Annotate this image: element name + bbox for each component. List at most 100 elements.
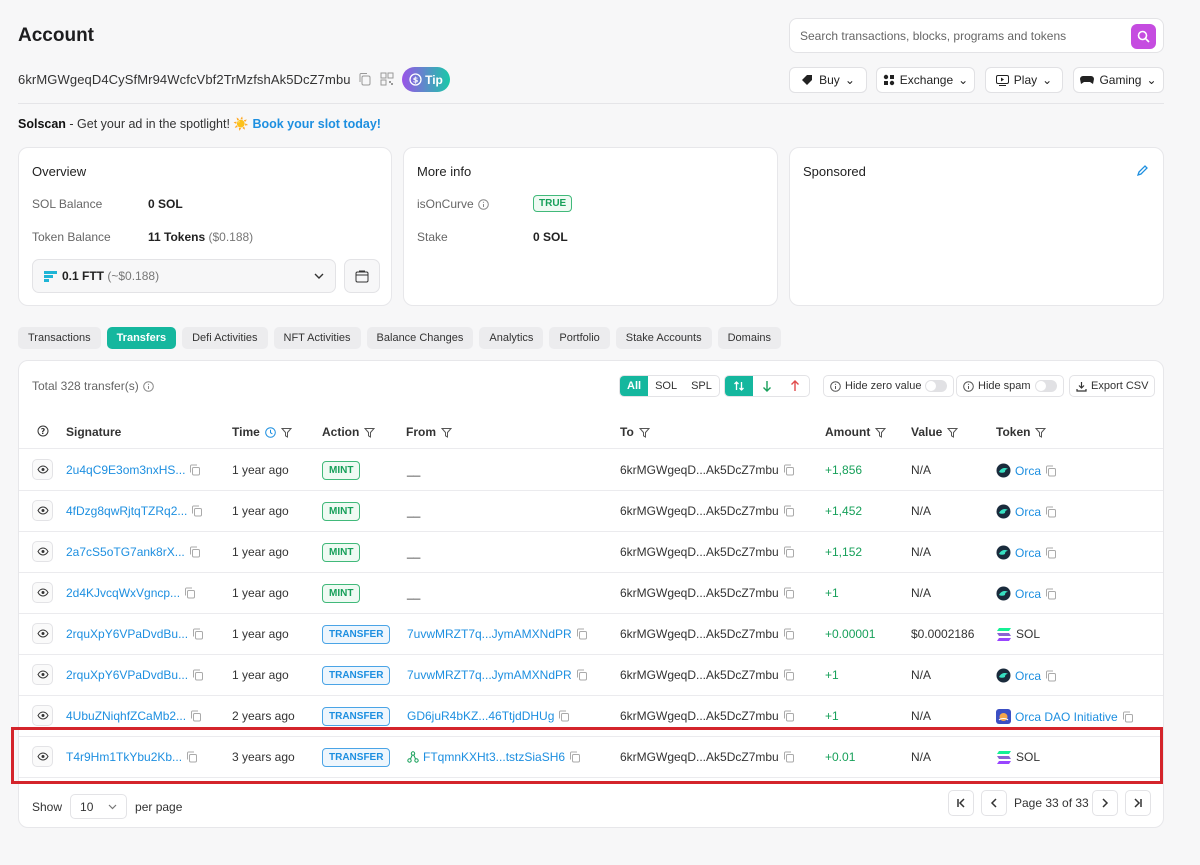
copy-icon[interactable] — [191, 505, 203, 517]
view-details-button[interactable] — [32, 746, 53, 767]
column-help[interactable]: ? — [37, 425, 49, 437]
filter-icon[interactable] — [364, 427, 376, 438]
exchange-button[interactable]: Exchange ⌄ — [876, 67, 975, 93]
tab-stake-accounts[interactable]: Stake Accounts — [615, 327, 712, 349]
copy-icon[interactable] — [569, 751, 581, 763]
view-details-button[interactable] — [32, 582, 53, 603]
view-details-button[interactable] — [32, 459, 53, 480]
tip-button[interactable]: $ Tip — [402, 67, 450, 92]
signature-link[interactable]: T4r9Hm1TkYbu2Kb... — [66, 750, 183, 764]
column-action[interactable]: Action — [322, 425, 376, 439]
copy-icon[interactable] — [576, 628, 588, 640]
copy-icon[interactable] — [189, 464, 201, 476]
next-page-button[interactable] — [1092, 790, 1118, 816]
filter-icon[interactable] — [280, 427, 292, 438]
last-page-button[interactable] — [1125, 790, 1151, 816]
token-link[interactable]: Orca — [1015, 504, 1042, 519]
column-value[interactable]: Value — [911, 425, 959, 439]
copy-icon[interactable] — [558, 710, 570, 722]
first-page-button[interactable] — [948, 790, 974, 816]
hide-zero-toggle[interactable]: Hide zero value — [823, 375, 955, 397]
token-link[interactable]: Orca — [1015, 463, 1042, 478]
filter-icon[interactable] — [1035, 427, 1047, 438]
signature-link[interactable]: 4UbuZNiqhfZCaMb2... — [66, 709, 187, 723]
copy-icon[interactable] — [192, 628, 204, 640]
tab-analytics[interactable]: Analytics — [479, 327, 544, 349]
copy-icon[interactable] — [783, 751, 795, 763]
token-link[interactable]: Orca — [1015, 668, 1042, 683]
tab-balance-changes[interactable]: Balance Changes — [366, 327, 474, 349]
copy-icon[interactable] — [192, 669, 204, 681]
copy-icon[interactable] — [783, 546, 795, 558]
signature-link[interactable]: 4fDzg8qwRjtqTZRq2... — [66, 504, 188, 518]
token-select[interactable]: 0.1 FTT (~$0.188) — [32, 259, 336, 293]
token-link[interactable]: Orca DAO Initiative — [1015, 709, 1118, 724]
copy-icon[interactable] — [783, 710, 795, 722]
info-icon[interactable] — [142, 380, 154, 392]
edit-pencil-icon[interactable] — [1136, 164, 1149, 177]
copy-icon[interactable] — [576, 669, 588, 681]
view-details-button[interactable] — [32, 500, 53, 521]
search-input[interactable]: Search transactions, blocks, programs an… — [800, 29, 1067, 43]
filter-icon[interactable] — [441, 427, 452, 438]
filter-sol[interactable]: SOL — [655, 380, 678, 392]
copy-icon[interactable] — [186, 751, 198, 763]
from-address-link[interactable]: GD6juR4bKZ...46TtjdDHUg — [407, 709, 555, 723]
view-details-button[interactable] — [32, 623, 53, 644]
per-page-select[interactable]: 10 — [70, 794, 128, 819]
tab-nft-activities[interactable]: NFT Activities — [273, 327, 361, 349]
copy-icon[interactable] — [1045, 506, 1057, 518]
column-amount[interactable]: Amount — [825, 425, 887, 439]
copy-icon[interactable] — [189, 546, 201, 558]
column-from[interactable]: From — [406, 425, 452, 439]
token-link[interactable]: Orca — [1015, 586, 1042, 601]
view-details-button[interactable] — [32, 664, 53, 685]
copy-icon[interactable] — [1045, 588, 1057, 600]
copy-icon[interactable] — [1045, 465, 1057, 477]
filter-icon[interactable] — [875, 427, 887, 438]
tab-defi-activities[interactable]: Defi Activities — [182, 327, 268, 349]
view-details-button[interactable] — [32, 705, 53, 726]
copy-icon[interactable] — [783, 628, 795, 640]
copy-icon[interactable] — [1122, 711, 1134, 723]
from-address-link[interactable]: 7uvwMRZT7q...JymAMXNdPR — [407, 668, 572, 682]
hide-spam-toggle[interactable]: Hide spam — [956, 375, 1064, 397]
signature-link[interactable]: 2rquXpY6VPaDvdBu... — [66, 627, 189, 641]
toggle-switch[interactable] — [1034, 380, 1057, 392]
buy-button[interactable]: Buy ⌄ — [789, 67, 867, 93]
from-address-link[interactable]: 7uvwMRZT7q...JymAMXNdPR — [407, 627, 572, 641]
token-link[interactable]: Orca — [1015, 545, 1042, 560]
signature-link[interactable]: 2rquXpY6VPaDvdBu... — [66, 668, 189, 682]
previous-page-button[interactable] — [981, 790, 1007, 816]
copy-icon[interactable] — [1045, 670, 1057, 682]
filter-outgoing[interactable] — [781, 376, 809, 396]
view-details-button[interactable] — [32, 541, 53, 562]
qr-code-icon[interactable] — [380, 72, 394, 86]
copy-icon[interactable] — [184, 587, 196, 599]
copy-icon[interactable] — [783, 587, 795, 599]
filter-icon[interactable] — [638, 427, 650, 438]
copy-icon[interactable] — [190, 710, 202, 722]
filter-icon[interactable] — [947, 427, 959, 438]
from-address-link[interactable]: FTqmnKXHt3...tstzSiaSH6 — [423, 750, 566, 764]
info-icon[interactable] — [477, 198, 489, 210]
filter-all[interactable]: All — [620, 376, 649, 396]
column-to[interactable]: To — [620, 425, 650, 439]
signature-link[interactable]: 2u4qC9E3om3nxHS... — [66, 463, 186, 477]
search-box[interactable]: Search transactions, blocks, programs an… — [789, 18, 1164, 53]
column-token[interactable]: Token — [996, 425, 1047, 439]
filter-spl[interactable]: SPL — [691, 380, 712, 392]
copy-icon[interactable] — [1045, 547, 1057, 559]
copy-icon[interactable] — [783, 464, 795, 476]
wallet-button[interactable] — [344, 259, 380, 293]
column-time[interactable]: Time — [232, 425, 292, 439]
export-csv-button[interactable]: Export CSV — [1069, 375, 1156, 397]
filter-incoming[interactable] — [753, 376, 781, 396]
play-button[interactable]: Play ⌄ — [985, 67, 1063, 93]
copy-icon[interactable] — [783, 669, 795, 681]
signature-link[interactable]: 2d4KJvcqWxVgncp... — [66, 586, 181, 600]
search-button[interactable] — [1131, 24, 1156, 49]
copy-icon[interactable] — [783, 505, 795, 517]
gaming-button[interactable]: Gaming ⌄ — [1073, 67, 1164, 93]
clock-icon[interactable] — [264, 426, 276, 438]
